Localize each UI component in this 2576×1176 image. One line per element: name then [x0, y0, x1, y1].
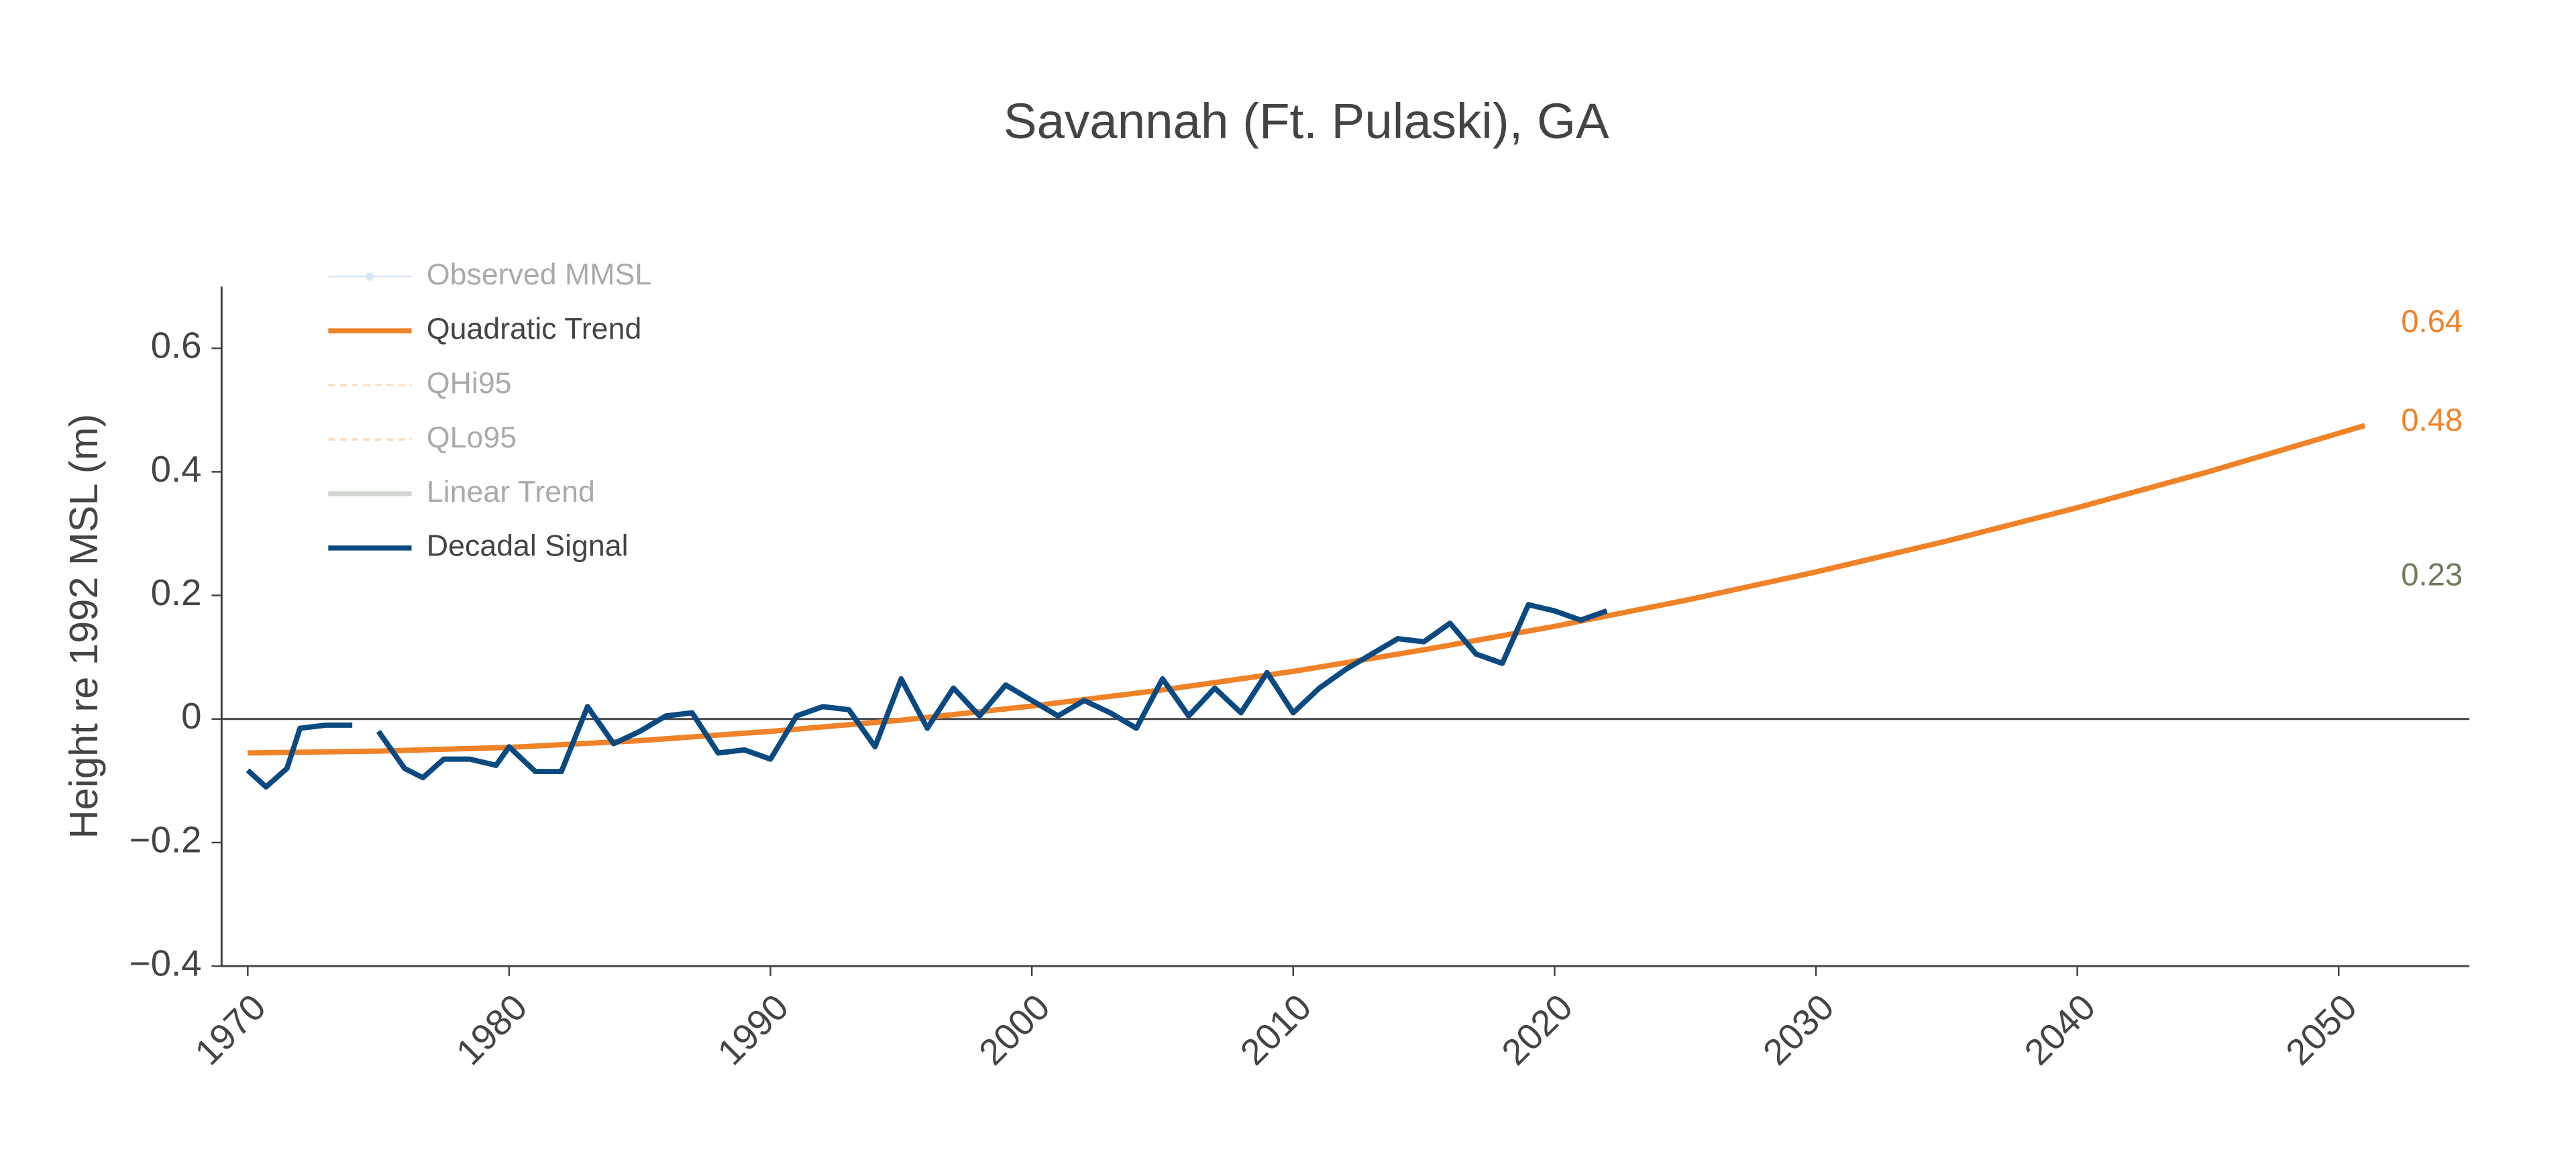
y-tick-label: 0: [181, 696, 201, 737]
series-line: [246, 602, 1608, 790]
legend-label: Decadal Signal: [427, 530, 629, 563]
legend-item: Quadratic Trend: [328, 313, 641, 345]
legend-label: Observed MMSL: [427, 258, 651, 291]
y-tick-label: 0.6: [151, 325, 202, 366]
legend-item: Linear Trend: [328, 476, 595, 509]
x-tick-label: 1980: [448, 986, 535, 1073]
end-label: 0.64: [2401, 303, 2463, 339]
x-tick-label: 2000: [971, 986, 1058, 1073]
y-axis-label: Height re 1992 MSL (m): [61, 414, 106, 839]
y-tick-label: −0.4: [129, 943, 202, 984]
x-tick-label: 2010: [1232, 986, 1319, 1073]
legend-label: Linear Trend: [427, 476, 595, 509]
chart-title: Savannah (Ft. Pulaski), GA: [1004, 93, 1609, 149]
x-tick-label: 2050: [2278, 986, 2365, 1073]
y-tick-label: −0.2: [129, 819, 202, 860]
series-line: [248, 423, 2366, 756]
y-tick-label: 0.2: [151, 572, 202, 613]
legend-label: QHi95: [427, 367, 512, 400]
x-tick-label: 2040: [2017, 986, 2103, 1073]
y-tick-label: 0.4: [151, 449, 202, 490]
x-tick-label: 1970: [187, 986, 274, 1073]
x-tick-label: 2030: [1755, 986, 1841, 1073]
legend-item: Decadal Signal: [328, 530, 629, 563]
end-label: 0.48: [2401, 402, 2463, 437]
legend-item: QHi95: [328, 367, 512, 400]
legend-marker: [366, 272, 374, 281]
legend-item: QLo95: [328, 421, 517, 454]
legend-label: Quadratic Trend: [427, 313, 641, 345]
legend-label: QLo95: [427, 421, 517, 454]
end-label: 0.23: [2401, 556, 2463, 592]
legend-item: Observed MMSL: [328, 258, 651, 291]
x-tick-label: 1990: [710, 986, 796, 1073]
x-tick-label: 2020: [1494, 986, 1580, 1073]
